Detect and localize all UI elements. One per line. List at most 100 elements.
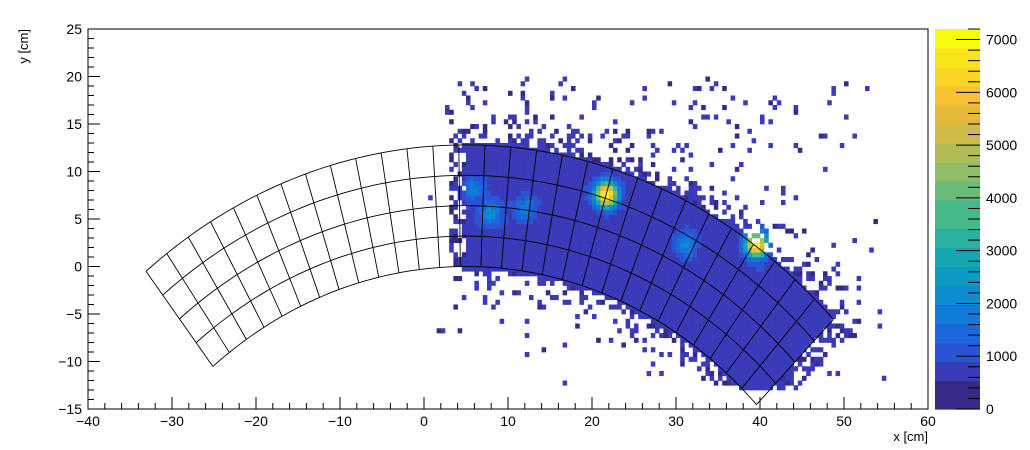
heat-cell [760,385,765,391]
heat-cell [789,276,794,282]
heat-cell [575,314,580,320]
heat-cell [747,380,752,386]
heat-cell [739,371,744,377]
heat-cell [705,304,710,310]
heat-cell [814,318,820,324]
heat-cell [877,323,883,329]
heat-cell [650,285,656,291]
heat-cell [495,185,500,191]
heat-cell [596,166,601,172]
heat-cell [583,242,589,248]
heat-cell [487,271,492,277]
heat-cell [697,290,702,296]
heat-cell [512,152,517,158]
heat-cell [566,147,572,153]
heat-cell [705,323,710,329]
heat-cell [642,181,647,187]
heat-cell [684,285,689,291]
heat-cell [537,223,542,229]
heat-cell [520,219,526,225]
heat-cell [487,238,492,244]
heat-cell [709,162,715,168]
heat-cell [650,223,656,229]
heat-cell [470,157,475,163]
heat-cell [478,181,484,187]
heat-cell [713,280,719,286]
heat-cell [600,219,605,225]
heat-cell [629,247,635,253]
grid-spoke [458,144,461,267]
heat-cell [734,247,740,253]
grid-spoke [305,173,340,290]
heat-cell [705,209,710,215]
heat-cell [688,356,694,362]
heat-cell [781,342,786,348]
heat-cell [621,200,626,206]
heat-cell [650,333,656,339]
heat-cell [638,280,643,286]
heat-cell [726,356,731,362]
heat-cell [613,261,618,267]
heat-cell [529,214,534,220]
grid-spoke [521,150,538,271]
heat-cell [587,185,593,191]
heat-cell [697,219,702,225]
heat-cell [440,328,446,334]
grid-spoke [355,158,380,278]
heat-cell [579,214,584,220]
heat-cell [487,261,492,267]
heat-cell [705,309,710,315]
heat-cell [650,185,656,191]
heat-cell [684,314,689,320]
heat-cell [655,214,660,220]
heat-cell [751,242,757,248]
heat-cell [718,252,723,258]
heat-cell [625,166,631,172]
y-axis-label: y [cm] [16,29,31,64]
heat-cell [579,223,584,229]
heat-cell [747,323,752,329]
heat-cell [655,314,660,320]
heat-cell [562,143,568,149]
heat-cell [596,276,601,282]
heat-cell [713,342,719,348]
heat-cell [537,304,542,310]
heat-cell [474,214,479,220]
heat-cell [604,271,610,277]
heat-cell [692,352,698,358]
heat-cell [667,295,673,301]
heat-cell [583,228,589,234]
heat-cell [701,342,706,348]
heat-cell [835,309,841,315]
heat-cell [676,333,681,339]
heat-cell [638,233,643,239]
heat-cell [617,285,622,291]
heat-cell [625,223,631,229]
heat-cell [701,238,706,244]
heat-cell [537,261,542,267]
heat-cell [680,299,685,305]
heat-cell [701,114,706,120]
heat-cell [709,257,715,263]
heat-cell [562,261,568,267]
heat-cell [697,314,702,320]
heat-cell [688,323,694,329]
heat-cell [583,276,589,282]
heat-cell [634,223,639,229]
heat-cell [613,228,618,234]
heat-cell [579,242,584,248]
heat-cell [688,257,694,263]
heat-cell [562,280,568,286]
heat-cell [579,299,584,305]
heat-cell [600,171,605,177]
heat-cell [722,261,727,267]
heat-cell [621,223,626,229]
heat-cell [793,352,799,358]
heat-cell [802,366,807,372]
heat-cell [650,195,656,201]
heat-cell [587,171,593,177]
heat-cell [646,261,652,267]
heat-cell [625,200,631,206]
heat-cell [600,200,605,206]
heat-cell [806,328,811,334]
